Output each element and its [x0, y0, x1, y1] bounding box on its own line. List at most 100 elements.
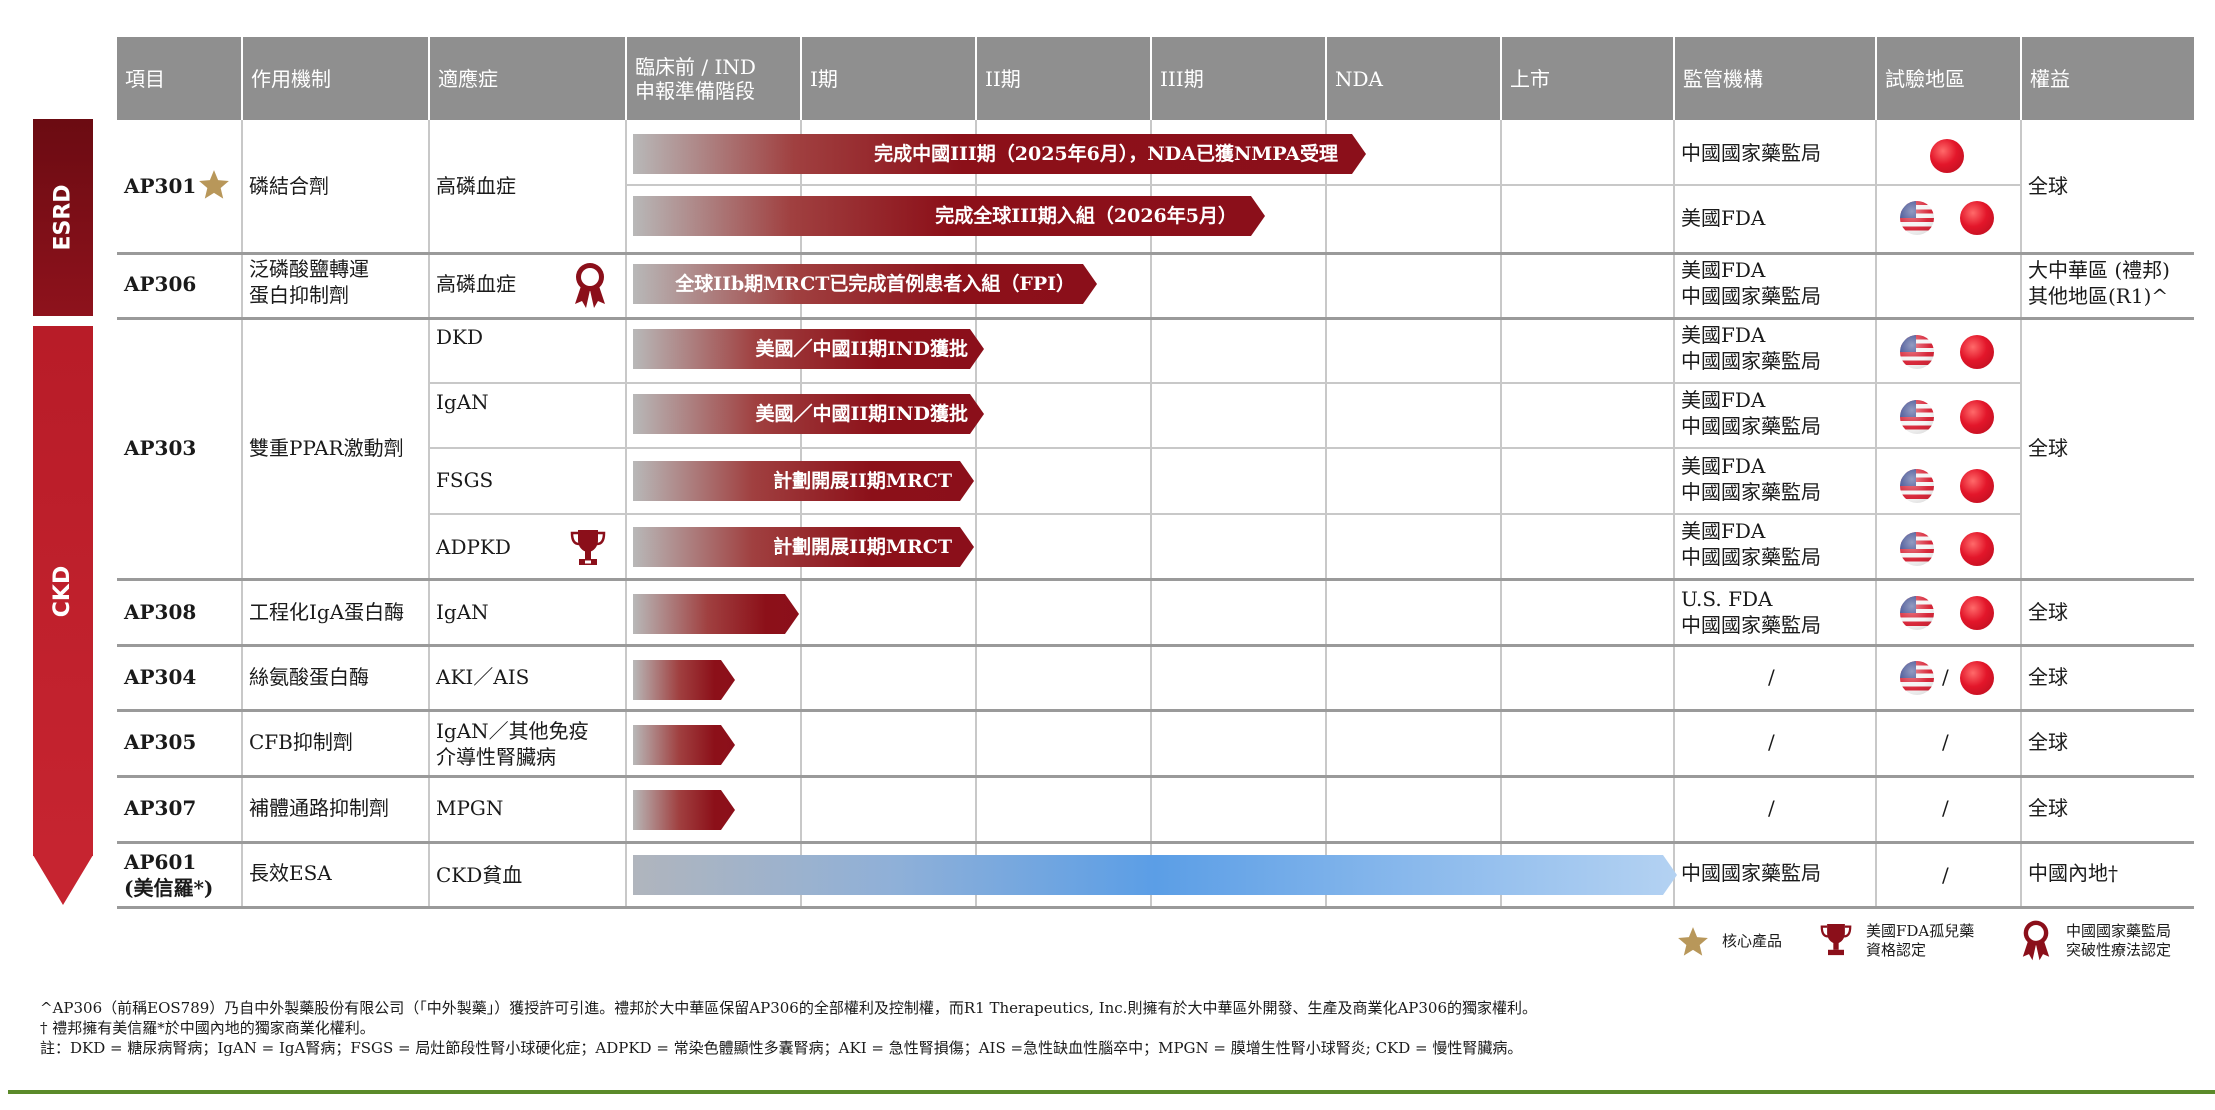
ap301-name: AP301	[124, 173, 197, 198]
china-flag-icon	[1960, 400, 1994, 434]
footnote-ap601: † 禮邦擁有美信羅*於中國內地的獨家商業化權利。	[40, 1019, 375, 1037]
ap301-regulator-china: 中國國家藥監局	[1681, 140, 1821, 165]
footnote-ap306: ^AP306（前稱EOS789）乃自中外製藥股份有限公司（「中外製藥」）獲授許可…	[40, 999, 1538, 1017]
header-preclinical-line2: 申報準備階段	[635, 78, 755, 103]
legend-star-icon	[1678, 927, 1708, 956]
ap308-name: AP308	[124, 599, 197, 624]
ap303-indication-igan: IgAN	[436, 389, 489, 414]
legend-btd-line1: 中國國家藥監局	[2066, 922, 2172, 940]
ap601-regulator: 中國國家藥監局	[1681, 860, 1821, 885]
us-flag-icon	[1900, 596, 1934, 630]
ap301-mechanism: 磷結合劑	[249, 173, 329, 198]
ap303-igan-bar-text: 美國／中國II期IND獲批	[755, 403, 968, 425]
legend-award-icon	[2022, 920, 2050, 961]
header-preclinical-line1: 臨床前 / IND	[635, 54, 756, 79]
header-launch-text: 上市	[1510, 66, 1550, 91]
ap301-bar-global: 完成全球III期入組（2026年5月）	[633, 196, 1265, 236]
ap601-name-line2: (美信羅*)	[124, 875, 214, 900]
ap303-adpkd-reg-line2: 中國國家藥監局	[1681, 544, 1821, 569]
ap303-fsgs-bar-text: 計劃開展II期MRCT	[773, 470, 952, 492]
ap306-rights-line1: 大中華區 (禮邦)	[2028, 257, 2170, 282]
esrd-label: ESRD	[50, 184, 76, 251]
ap301-bar-china-text: 完成中國III期（2025年6月），NDA已獲NMPA受理	[874, 143, 1338, 165]
ap303-indication-fsgs: FSGS	[436, 467, 494, 492]
header-phase1: I期	[802, 37, 975, 120]
ap601-indication: CKD貧血	[436, 862, 523, 887]
us-flag-icon	[1900, 201, 1934, 235]
ap306-mechanism-line1: 泛磷酸鹽轉運	[249, 256, 369, 281]
ap301-bar-china: 完成中國III期（2025年6月），NDA已獲NMPA受理	[633, 134, 1366, 174]
china-flag-icon	[1960, 335, 1994, 369]
ap306-rights-line2: 其他地區(R1)^	[2028, 283, 2169, 308]
header-rights: 權益	[2022, 37, 2194, 120]
ap306-regulator-line1: 美國FDA	[1681, 257, 1766, 282]
header-indication-text: 適應症	[438, 66, 498, 91]
ap307-region: /	[1942, 795, 1949, 820]
ap303-adpkd-bar-text: 計劃開展II期MRCT	[773, 536, 952, 558]
us-flag-icon	[1900, 469, 1934, 503]
header-region-text: 試驗地區	[1885, 66, 1965, 91]
header-preclinical: 臨床前 / IND 申報準備階段	[627, 37, 800, 120]
header-project: 項目	[117, 37, 241, 120]
us-flag-icon	[1900, 661, 1934, 695]
legend-core-product: 核心產品	[1722, 932, 1783, 950]
ap303-fsgs-reg-line2: 中國國家藥監局	[1681, 479, 1821, 504]
ap304-mechanism: 絲氨酸蛋白酶	[249, 664, 369, 689]
ap308-rights: 全球	[2028, 599, 2068, 624]
ap303-igan-reg-line2: 中國國家藥監局	[1681, 413, 1821, 438]
ap305-bar	[633, 725, 735, 765]
ap303-igan-bar: 美國／中國II期IND獲批	[633, 394, 984, 434]
ap305-indication-line2: 介導性腎臟病	[436, 744, 556, 769]
legend-orphan-line1: 美國FDA孤兒藥	[1866, 922, 1975, 940]
ap307-bar	[633, 790, 735, 830]
ap305-indication-line1: IgAN／其他免疫	[436, 718, 589, 743]
ap305-region: /	[1942, 729, 1949, 754]
header-nda: NDA	[1327, 37, 1500, 120]
footer-line	[8, 1090, 2215, 1094]
header-phase3-text: III期	[1160, 66, 1204, 91]
ap303-dkd-reg-line1: 美國FDA	[1681, 322, 1766, 347]
legend-orphan-line2: 資格認定	[1866, 941, 1927, 959]
ap303-rights: 全球	[2028, 435, 2068, 460]
china-flag-icon	[1960, 532, 1994, 566]
ckd-arrow-tip	[33, 855, 93, 905]
ap303-adpkd-reg-line1: 美國FDA	[1681, 518, 1766, 543]
ap304-regulator: /	[1768, 664, 1775, 689]
ap303-fsgs-reg-line1: 美國FDA	[1681, 453, 1766, 478]
ap304-rights: 全球	[2028, 664, 2068, 689]
ap306-bar-text: 全球IIb期MRCT已完成首例患者入組（FPI）	[675, 273, 1075, 295]
ap307-mechanism: 補體通路抑制劑	[249, 795, 389, 820]
ap307-regulator: /	[1768, 795, 1775, 820]
ap304-region-separator: /	[1942, 664, 1949, 689]
header-mechanism: 作用機制	[243, 37, 428, 120]
ap303-mechanism: 雙重PPAR激動劑	[249, 435, 404, 460]
legend-btd-line2: 突破性療法認定	[2066, 941, 2172, 959]
ap304-name: AP304	[124, 664, 197, 689]
header-regulator: 監管機構	[1675, 37, 1875, 120]
china-flag-icon	[1960, 596, 1994, 630]
orphan-drug-trophy-icon	[570, 530, 606, 565]
ap303-dkd-bar-text: 美國／中國II期IND獲批	[755, 338, 968, 360]
ap304-indication: AKI／AIS	[436, 664, 530, 689]
ap301-rights: 全球	[2028, 173, 2068, 198]
header-phase1-text: I期	[810, 66, 838, 91]
ap301-indication: 高磷血症	[436, 173, 516, 198]
ap307-name: AP307	[124, 795, 197, 820]
header-phase2-text: II期	[985, 66, 1021, 91]
header-project-text: 項目	[125, 66, 165, 91]
ap601-region: /	[1942, 862, 1949, 887]
ap308-regulator-line2: 中國國家藥監局	[1681, 612, 1821, 637]
china-flag-icon	[1960, 469, 1994, 503]
ap601-name-line1: AP601	[124, 849, 197, 874]
header-rights-text: 權益	[2030, 66, 2070, 91]
header-launch: 上市	[1502, 37, 1673, 120]
header-phase3: III期	[1152, 37, 1325, 120]
header-region: 試驗地區	[1877, 37, 2020, 120]
ap308-regulator-line1: U.S. FDA	[1681, 586, 1773, 611]
ap303-adpkd-bar: 計劃開展II期MRCT	[633, 527, 974, 567]
ckd-band: CKD	[33, 326, 93, 856]
ap303-indication-adpkd: ADPKD	[436, 534, 511, 559]
ckd-label: CKD	[50, 565, 76, 617]
us-flag-icon	[1900, 335, 1934, 369]
ap306-indication: 高磷血症	[436, 271, 516, 296]
